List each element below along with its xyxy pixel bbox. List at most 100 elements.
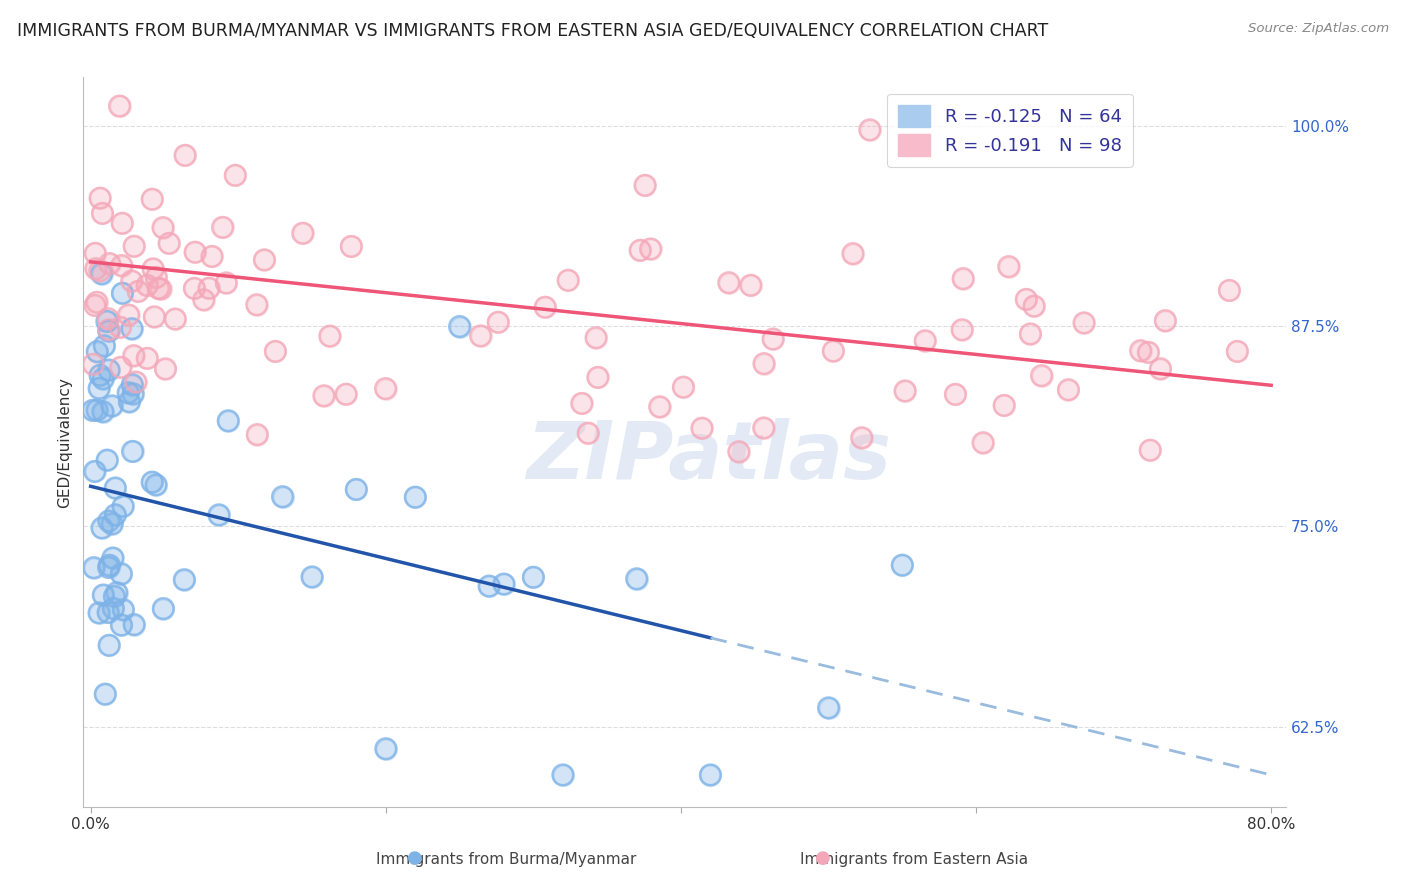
Point (98, 256, 121, 270)
Point (91, 588, 114, 602)
Point (121, 377, 143, 392)
Point (87, 606, 110, 620)
Point (117, 385, 139, 400)
Point (152, 601, 174, 615)
Point (98, 363, 121, 377)
Point (1031, 368, 1053, 383)
Point (84, 246, 107, 260)
Point (752, 421, 775, 435)
Point (291, 227, 314, 241)
Point (1057, 383, 1080, 397)
Point (690, 421, 713, 435)
Point (823, 343, 845, 358)
Point (335, 387, 357, 401)
Point (97, 311, 120, 326)
Point (291, 227, 314, 241)
Point (91, 404, 114, 418)
Point (253, 252, 276, 267)
Point (586, 370, 609, 384)
Point (449, 319, 471, 334)
Point (101, 399, 124, 413)
Point (972, 435, 994, 450)
Point (86, 344, 108, 359)
Point (89, 368, 111, 383)
Point (97, 560, 120, 574)
Point (122, 617, 145, 632)
Point (586, 370, 609, 384)
Point (145, 478, 167, 492)
Point (891, 558, 914, 573)
Point (96, 314, 118, 328)
Point (1019, 326, 1042, 341)
Point (103, 590, 125, 604)
Point (118, 394, 141, 409)
Text: ●: ● (406, 849, 423, 867)
Point (103, 601, 125, 615)
Point (557, 273, 579, 287)
Point (97, 514, 120, 528)
Point (1129, 343, 1152, 358)
Point (122, 349, 145, 363)
Point (83, 560, 105, 574)
Point (492, 577, 515, 591)
Point (1149, 361, 1171, 376)
Point (634, 178, 657, 193)
Point (551, 768, 574, 782)
Text: Source: ZipAtlas.com: Source: ZipAtlas.com (1249, 22, 1389, 36)
Point (470, 329, 492, 343)
Point (717, 276, 740, 290)
Point (110, 618, 132, 632)
Point (312, 389, 335, 403)
Point (103, 601, 125, 615)
Point (319, 329, 342, 343)
Point (84, 261, 107, 276)
Point (174, 148, 197, 162)
Point (648, 400, 671, 414)
Point (576, 426, 599, 441)
Point (83, 465, 105, 479)
Point (993, 399, 1015, 413)
Point (449, 319, 471, 334)
Point (91, 521, 114, 535)
Point (699, 768, 721, 782)
Point (740, 278, 762, 293)
Point (141, 475, 163, 490)
Point (312, 389, 335, 403)
Point (374, 741, 396, 756)
Point (217, 414, 239, 428)
Point (842, 246, 865, 260)
Point (1226, 344, 1249, 359)
Point (634, 178, 657, 193)
Point (522, 570, 544, 584)
Point (1139, 443, 1161, 458)
Point (141, 192, 163, 206)
Point (374, 741, 396, 756)
Point (98, 558, 121, 573)
Point (110, 320, 132, 334)
Point (89, 264, 111, 278)
Point (101, 551, 124, 566)
Point (752, 357, 775, 371)
Point (157, 236, 180, 251)
Point (108, 99, 131, 113)
Point (91, 372, 114, 386)
Point (271, 490, 294, 504)
Point (121, 444, 143, 458)
Point (110, 259, 132, 273)
Point (98, 638, 121, 652)
Point (108, 99, 131, 113)
Point (97, 324, 120, 338)
Point (672, 380, 695, 394)
Point (152, 220, 174, 235)
Point (97, 324, 120, 338)
Point (125, 375, 148, 389)
Point (148, 281, 170, 295)
Point (727, 444, 749, 458)
Y-axis label: GED/Equivalency: GED/Equivalency (58, 376, 72, 508)
Point (1031, 368, 1053, 383)
Point (1226, 344, 1249, 359)
Point (264, 344, 287, 359)
Point (155, 361, 177, 376)
Point (110, 566, 132, 581)
Point (301, 570, 323, 584)
